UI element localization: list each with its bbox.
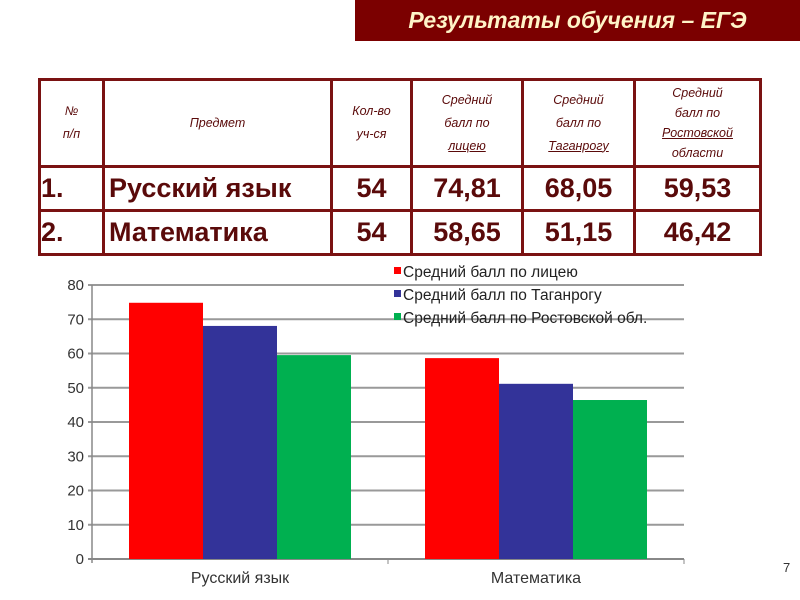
cell-lyceum: 58,65 bbox=[410, 209, 524, 256]
y-tick-label: 40 bbox=[67, 414, 84, 431]
cell-city: 51,15 bbox=[521, 209, 636, 256]
y-tick-label: 60 bbox=[67, 346, 84, 363]
legend-label: Средний балл по лицею bbox=[403, 264, 578, 281]
cell-subject: Русский язык bbox=[102, 165, 333, 212]
cell-count: 54 bbox=[330, 209, 413, 256]
cell-region: 59,53 bbox=[633, 165, 762, 212]
page-number: 7 bbox=[783, 560, 791, 575]
table-row: 1. Русский язык 54 74,81 68,05 59,53 bbox=[38, 165, 762, 212]
cell-num: 1. bbox=[38, 165, 105, 212]
cell-region: 46,42 bbox=[633, 209, 762, 256]
header-count: Кол-во уч-ся bbox=[330, 78, 413, 168]
cell-lyceum: 74,81 bbox=[410, 165, 524, 212]
bar-1-3 bbox=[277, 355, 351, 559]
x-category-label: Русский язык bbox=[191, 570, 290, 587]
header-subject: Предмет bbox=[102, 78, 333, 168]
slide-title: Результаты обучения – ЕГЭ bbox=[408, 7, 747, 33]
legend-swatch bbox=[394, 290, 401, 297]
y-tick-label: 0 bbox=[76, 551, 84, 568]
table-row: 2. Математика 54 58,65 51,15 46,42 bbox=[38, 209, 762, 256]
bar-1-1 bbox=[129, 302, 203, 559]
bar-1-2 bbox=[203, 325, 277, 559]
cell-num: 2. bbox=[38, 209, 105, 256]
legend-swatch bbox=[394, 313, 401, 320]
y-tick-label: 80 bbox=[67, 277, 84, 294]
table-header-row: № п/п Предмет Кол-во уч-ся Средний балл по л… bbox=[38, 78, 762, 168]
legend-label: Средний балл по Ростовской обл. bbox=[403, 310, 647, 327]
slide-title-banner: Результаты обучения – ЕГЭ bbox=[355, 0, 800, 41]
cell-city: 68,05 bbox=[521, 165, 636, 212]
header-city: Средний балл по Таганрогу bbox=[521, 78, 636, 168]
y-tick-label: 70 bbox=[67, 311, 84, 328]
legend-swatch bbox=[394, 267, 401, 274]
bar-2-2 bbox=[499, 383, 573, 559]
y-tick-label: 10 bbox=[67, 517, 84, 534]
header-lyceum: Средний балл по лицею bbox=[410, 78, 524, 168]
cell-count: 54 bbox=[330, 165, 413, 212]
legend-label: Средний балл по Таганрогу bbox=[403, 287, 602, 304]
y-tick-label: 30 bbox=[67, 448, 84, 465]
y-tick-label: 20 bbox=[67, 483, 84, 500]
header-num: № п/п bbox=[38, 78, 105, 168]
x-category-label: Математика bbox=[491, 570, 581, 587]
header-region: Средний балл по Ростовской области bbox=[633, 78, 762, 168]
results-table: № п/п Предмет Кол-во уч-ся Средний балл по л… bbox=[38, 78, 762, 256]
bar-2-3 bbox=[573, 400, 647, 559]
cell-subject: Математика bbox=[102, 209, 333, 256]
y-tick-label: 50 bbox=[67, 380, 84, 397]
bar-2-1 bbox=[425, 358, 499, 559]
